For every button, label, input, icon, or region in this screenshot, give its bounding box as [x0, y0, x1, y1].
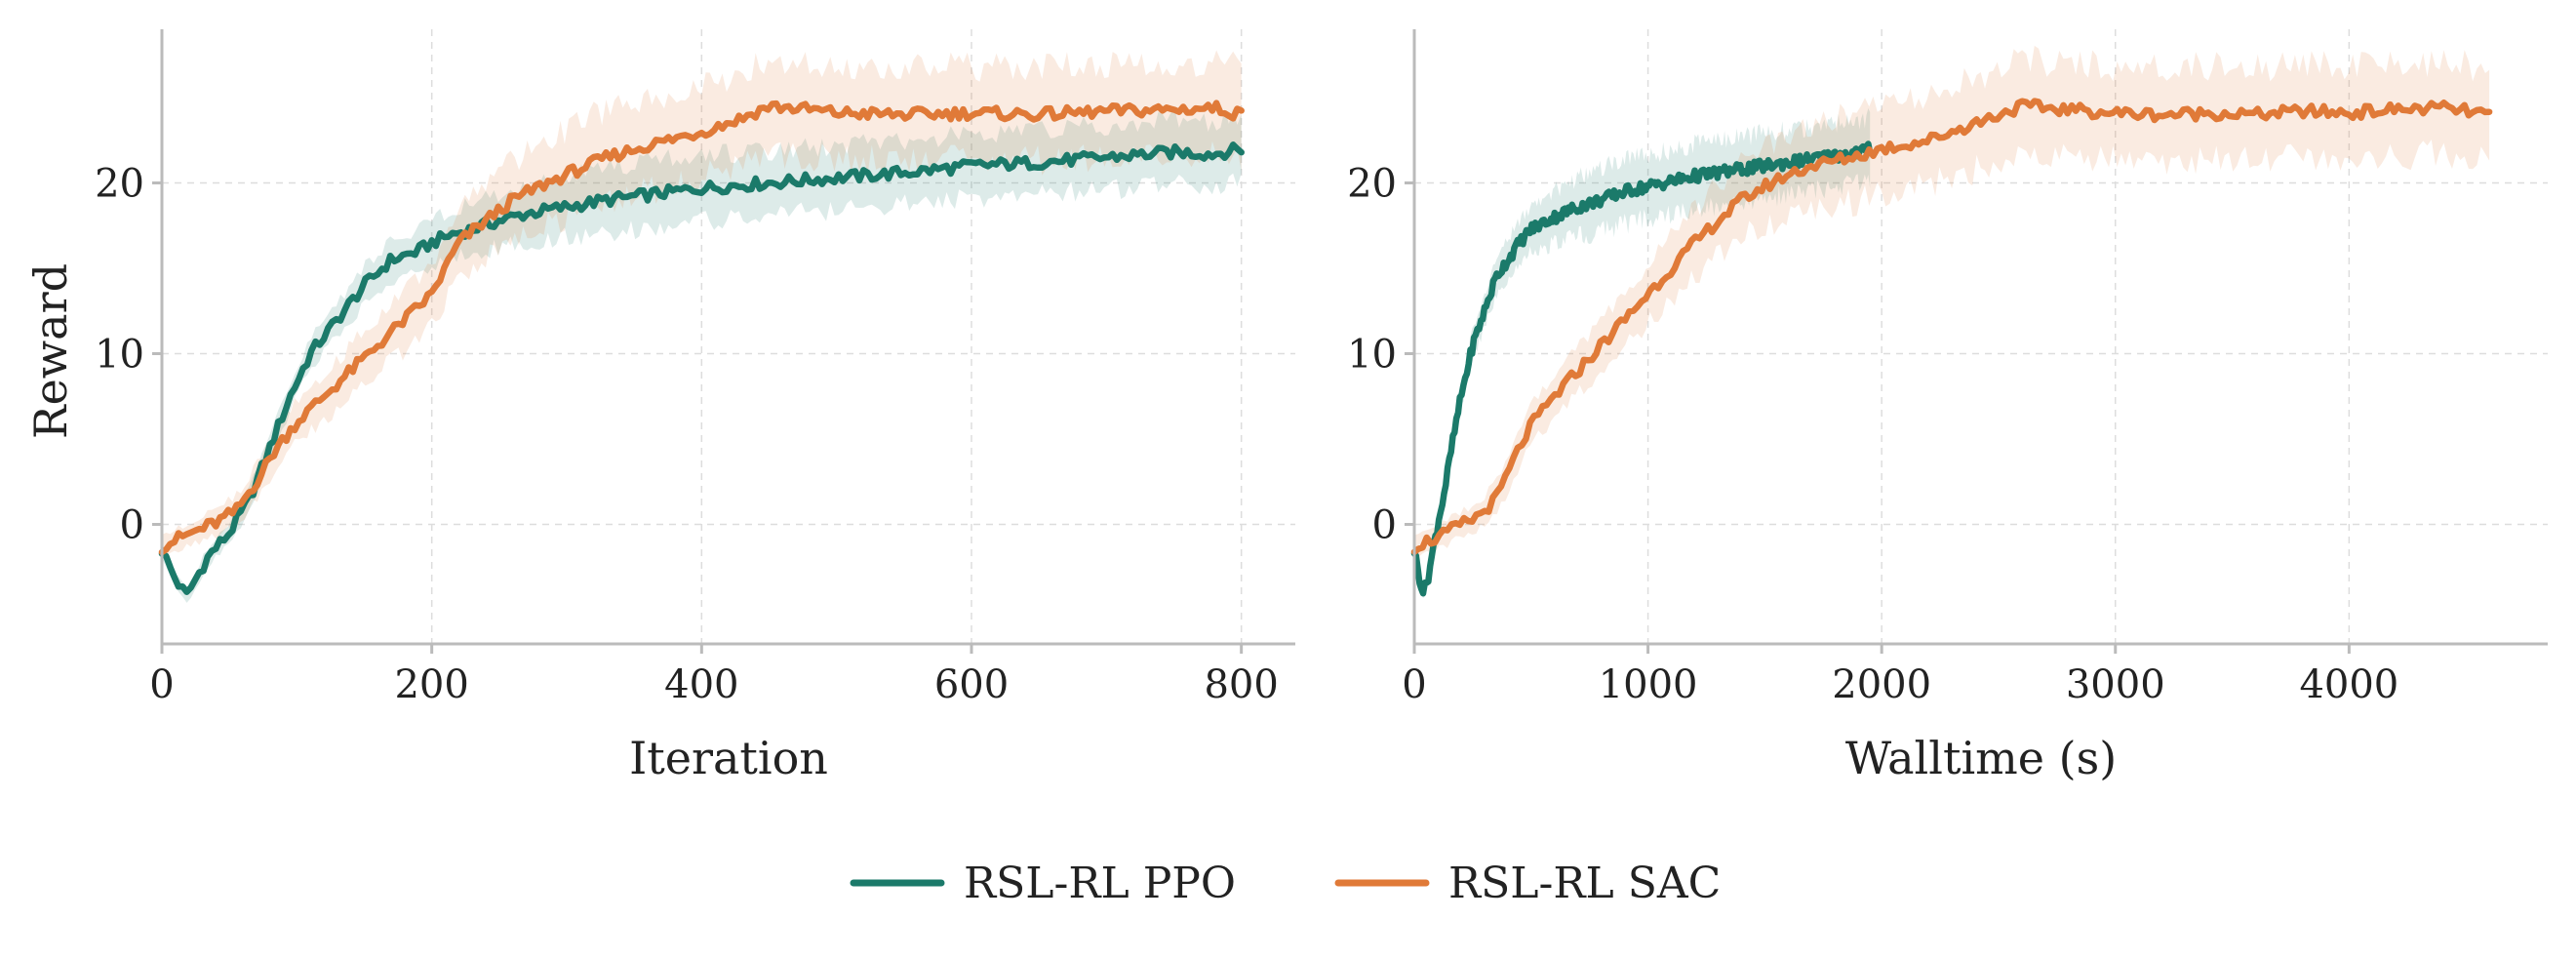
x-tick-label: 600	[934, 662, 1009, 707]
legend-label-sac: RSL-RL SAC	[1448, 859, 1721, 908]
y-axis-label: Reward	[24, 263, 77, 439]
legend-label-ppo: RSL-RL PPO	[964, 859, 1236, 908]
x-tick-label: 4000	[2299, 662, 2398, 707]
panel-iteration: 0 200 400 600 800 0 10 20 Iteration Reward	[24, 29, 1295, 784]
band-ppo	[162, 108, 1242, 603]
series-line-ppo	[158, 141, 1245, 595]
x-axis-label: Iteration	[629, 732, 828, 784]
panel-walltime: 0 1000 2000 3000 4000 0 10 20 Walltime (s)	[1347, 29, 2548, 784]
series-line-sac	[1410, 98, 2493, 555]
series-line-sac	[158, 100, 1245, 556]
x-tick-label: 2000	[1832, 662, 1931, 707]
x-tick-label: 0	[149, 662, 174, 707]
x-tick-label: 3000	[2066, 662, 2165, 707]
x-tick-label: 800	[1204, 662, 1278, 707]
y-tick-label: 0	[1372, 503, 1397, 548]
series-line-ppo	[1410, 140, 1874, 597]
y-tick-label: 20	[1347, 162, 1397, 207]
band-sac	[162, 50, 1242, 557]
y-tick-label: 0	[120, 503, 144, 548]
y-tick-label: 10	[1347, 333, 1397, 378]
legend: RSL-RL PPO RSL-RL SAC	[850, 859, 1721, 908]
y-tick-label: 20	[95, 162, 144, 207]
band-sac	[1414, 45, 2490, 558]
x-axis-label: Walltime (s)	[1845, 732, 2117, 784]
x-tick-label: 400	[664, 662, 738, 707]
x-tick-label: 1000	[1599, 662, 1698, 707]
y-tick-label: 10	[95, 333, 144, 378]
x-tick-label: 200	[394, 662, 468, 707]
x-tick-label: 0	[1402, 662, 1426, 707]
